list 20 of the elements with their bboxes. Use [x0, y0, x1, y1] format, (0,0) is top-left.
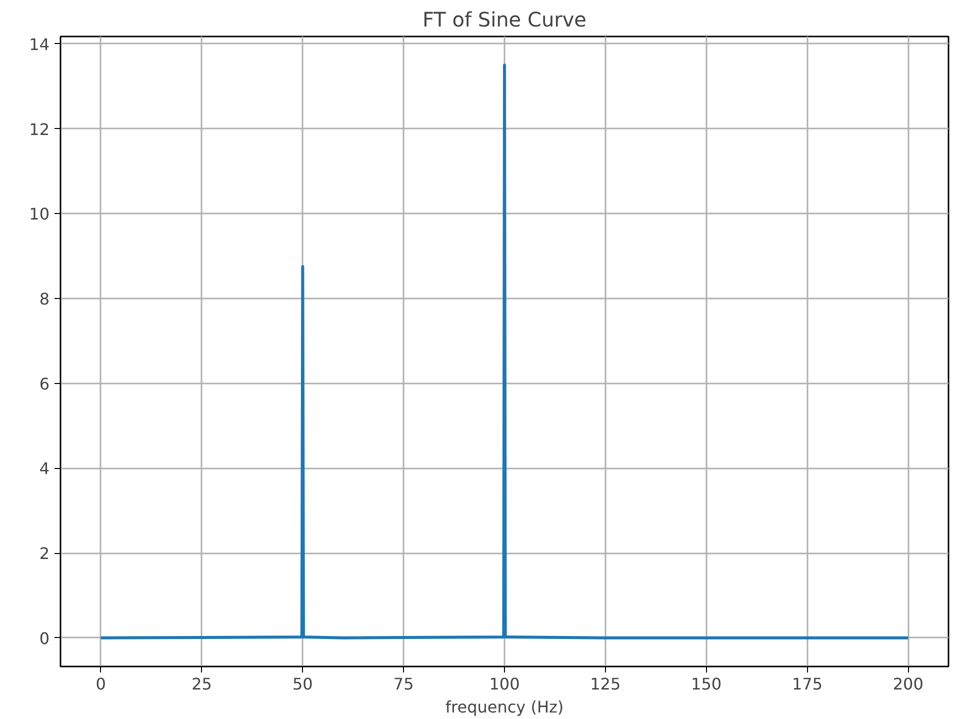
x-tick-label: 75: [393, 674, 414, 694]
x-axis-title: frequency (Hz): [445, 698, 564, 716]
x-tick-label: 200: [892, 674, 924, 694]
line-series: [99, 64, 910, 640]
x-tick-label: 25: [192, 674, 212, 694]
x-tick-label: 125: [590, 674, 621, 694]
x-tick-label: 0: [96, 674, 106, 694]
y-tick-label: 14: [29, 34, 50, 54]
chart-title: FT of Sine Curve: [422, 8, 586, 32]
x-tick-label: 50: [292, 674, 313, 694]
x-tick-label: 100: [489, 674, 520, 694]
y-tick-label: 6: [39, 374, 50, 394]
y-tick-label: 2: [39, 544, 50, 564]
y-tick-label: 10: [29, 204, 50, 224]
y-tick-label: 12: [29, 120, 50, 139]
x-tick-label: 150: [691, 674, 722, 694]
x-tick-label: 175: [792, 674, 823, 694]
y-tick-label: 8: [39, 289, 50, 308]
y-tick-label: 0: [39, 628, 50, 648]
y-tick-label: 4: [39, 459, 50, 478]
